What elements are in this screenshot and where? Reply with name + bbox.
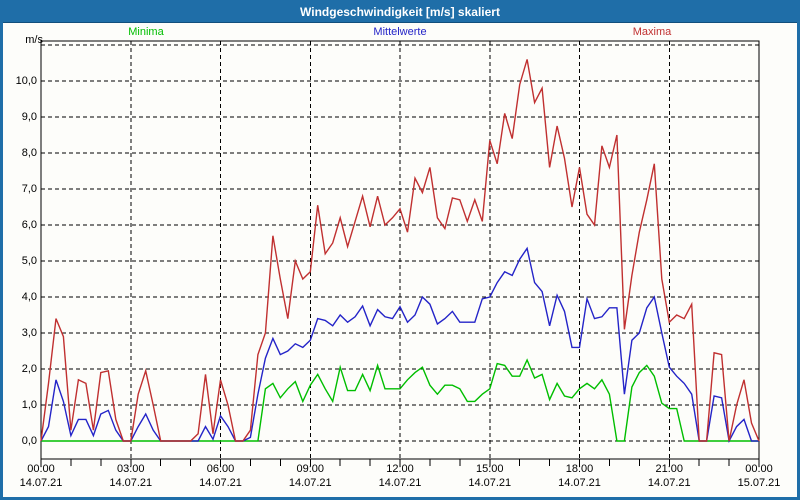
wind-speed-chart (40, 40, 760, 466)
x-axis-date-label: 14.07.21 (468, 477, 512, 489)
legend-item-maxima: Maxima (632, 26, 672, 38)
y-axis-label: 7,0 (21, 183, 37, 195)
x-axis-time-label: 15:00 (475, 463, 504, 475)
maxima-line (40, 59, 760, 442)
plot-frame (40, 40, 760, 460)
x-axis-date-label: 14.07.21 (558, 477, 601, 489)
y-axis-label: 3,0 (21, 327, 37, 339)
y-axis-label: 5,0 (21, 255, 37, 267)
x-axis-date-label: 14.07.21 (288, 477, 332, 489)
x-axis-date-label: 14.07.21 (378, 477, 422, 489)
x-axis-time-label: 03:00 (116, 463, 145, 475)
x-axis-date-label: 14.07.21 (647, 477, 691, 489)
legend-item-minima: Minima (128, 26, 164, 38)
x-axis-time-label: 21:00 (655, 463, 684, 475)
x-axis-date-label: 14.07.21 (19, 477, 63, 489)
x-axis-time-label: 06:00 (206, 463, 235, 475)
x-axis-time-label: 00:00 (27, 463, 55, 475)
legend-item-mittelwerte: Mittelwerte (373, 26, 427, 38)
y-axis-label: 9,0 (21, 111, 37, 123)
x-axis-time-label: 00:00 (745, 463, 773, 475)
y-axis-label: 2,0 (21, 363, 37, 375)
x-axis-time-label: 09:00 (296, 463, 325, 475)
y-axis-label: 8,0 (21, 147, 37, 159)
x-axis-date-label: 14.07.21 (199, 477, 242, 489)
y-axis-label: 0,0 (21, 435, 37, 447)
y-axis-unit: m/s (25, 34, 43, 46)
y-axis-label: 4,0 (21, 291, 37, 303)
y-axis-label: 10,0 (15, 75, 37, 87)
x-axis-date-label: 15.07.21 (737, 477, 781, 489)
x-axis-time-label: 12:00 (386, 463, 414, 475)
y-axis-label: 1,0 (21, 399, 37, 411)
y-axis-label: 6,0 (21, 219, 37, 231)
x-axis-date-label: 14.07.21 (109, 477, 153, 489)
x-axis-time-label: 18:00 (565, 463, 594, 475)
window-title: Windgeschwindigkeit [m/s] skaliert (3, 3, 797, 23)
